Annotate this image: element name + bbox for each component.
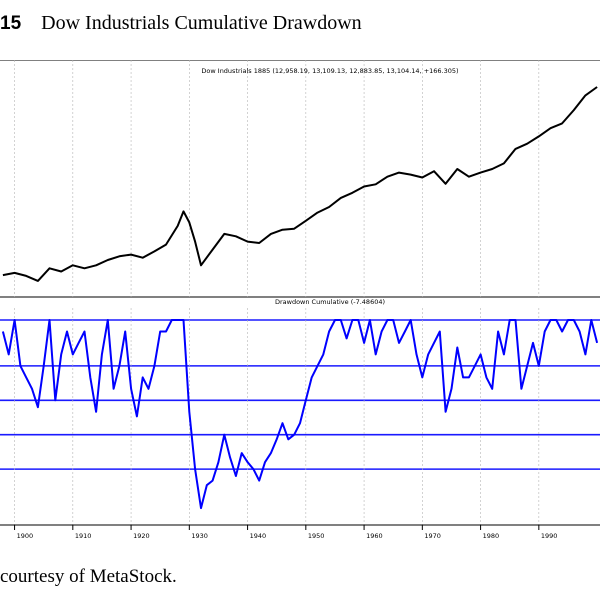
drawdown-panel: Drawdown Cumulative (-7.48604) (0, 298, 600, 525)
x-tick-label: 1980 (483, 532, 500, 540)
figure-title: 15 Dow Industrials Cumulative Drawdown (0, 12, 362, 35)
figure-number: 15 (0, 13, 22, 34)
chart: Dow Industrials 1885 (12,958.19, 13,109.… (0, 60, 600, 540)
x-tick-label: 1950 (308, 532, 325, 540)
x-tick-label: 1960 (366, 532, 383, 540)
x-tick-label: 1970 (424, 532, 441, 540)
x-tick-label: 1930 (191, 532, 208, 540)
price-series-title: Dow Industrials 1885 (12,958.19, 13,109.… (201, 67, 458, 75)
price-panel: Dow Industrials 1885 (12,958.19, 13,109.… (0, 60, 600, 298)
figure-title-text: Dow Industrials Cumulative Drawdown (41, 12, 362, 34)
drawdown-series-line (1, 319, 599, 510)
x-tick-label: 1940 (250, 532, 267, 540)
price-series-line (2, 86, 598, 282)
x-tick-label: 1920 (133, 532, 150, 540)
x-tick-label: 1900 (17, 532, 34, 540)
drawdown-series-title: Drawdown Cumulative (-7.48604) (275, 298, 385, 306)
x-tick-label: 1910 (75, 532, 92, 540)
x-tick-label: 1990 (541, 532, 558, 540)
x-axis: 1900 1910 1920 1930 1940 1950 1960 1970 1980 1990 (0, 524, 600, 540)
figure-caption: courtesy of MetaStock. (0, 566, 177, 587)
